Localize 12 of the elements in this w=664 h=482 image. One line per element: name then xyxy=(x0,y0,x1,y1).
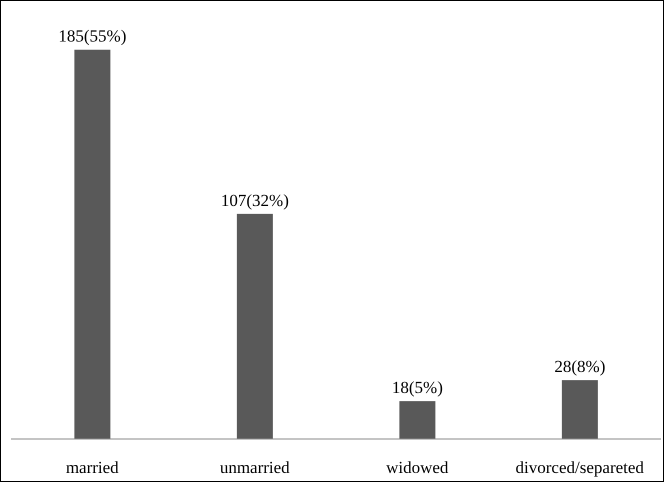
x-tick-label: married xyxy=(66,458,120,478)
data-label: 18(5%) xyxy=(392,378,443,398)
x-tick-label: widowed xyxy=(386,458,449,478)
data-label: 28(8%) xyxy=(554,357,606,376)
data-label: 185(55%) xyxy=(58,26,126,46)
bar xyxy=(74,50,110,439)
x-tick-label: divorced/separeted xyxy=(516,458,644,478)
x-tick-label: unmarried xyxy=(220,458,290,478)
bar xyxy=(236,214,273,439)
bar xyxy=(562,380,598,439)
bar xyxy=(399,401,436,439)
data-label: 107(32%) xyxy=(220,190,289,210)
